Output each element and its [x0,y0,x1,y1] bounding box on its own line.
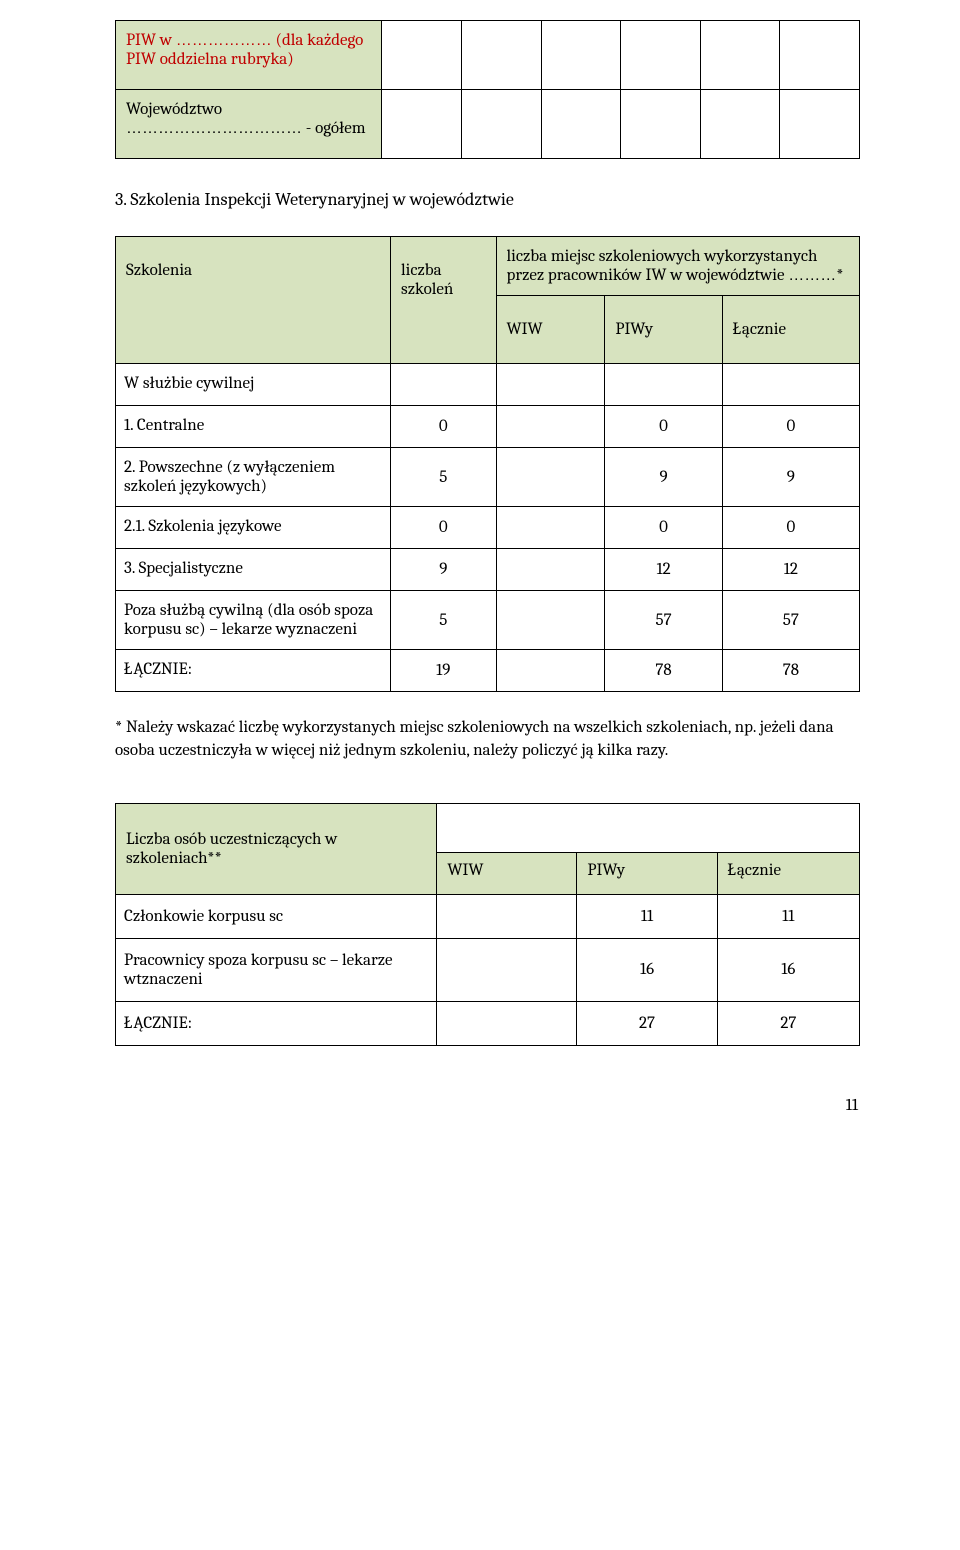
cell: 27 [577,1001,717,1045]
row-label: 2. Powszechne (z wyłączeniem szkoleń jęz… [116,448,391,507]
cell: 9 [605,448,722,507]
cell: 11 [577,894,717,938]
cell: 16 [577,938,717,1001]
subheader-lacznie: Łącznie [717,852,859,894]
empty-cell [462,21,542,90]
empty-cell [700,21,780,90]
subheader-piwy: PIWy [605,296,722,364]
section-3-heading: 3. Szkolenia Inspekcji Weterynaryjnej w … [115,189,860,210]
table-row: 2. Powszechne (z wyłączeniem szkoleń jęz… [116,448,860,507]
piw-header-table: PIW w ……………… (dla każdego PIW oddzielna … [115,20,860,159]
subheader-piwy: PIWy [577,852,717,894]
table-row: Poza służbą cywilną (dla osób spoza korp… [116,591,860,650]
table-row: Województwo …………………………… - ogółem [116,90,860,159]
cell [496,591,605,650]
wojewodztwo-line1: Województwo [126,100,371,119]
subheader-wiw: WIW [437,852,577,894]
cell [437,938,577,1001]
header-szkolenia: Szkolenia [116,237,391,364]
table-header-row: Szkolenia liczba szkoleń liczba miejsc s… [116,237,860,296]
cell [605,364,722,406]
uczestnicy-table: Liczba osób uczestniczących w szkoleniac… [115,803,860,1046]
row-label: ŁĄCZNIE: [116,1001,437,1045]
cell: 57 [722,591,859,650]
row-label: Pracownicy spoza korpusu sc – lekarze wt… [116,938,437,1001]
cell: 12 [722,549,859,591]
footnote-1: * Należy wskazać liczbę wykorzystanych m… [115,717,860,763]
table-row: Pracownicy spoza korpusu sc – lekarze wt… [116,938,860,1001]
cell: 5 [391,448,496,507]
cell [496,448,605,507]
row-label: 1. Centralne [116,406,391,448]
row-label: Członkowie korpusu sc [116,894,437,938]
cell: 12 [605,549,722,591]
subheader-lacznie: Łącznie [722,296,859,364]
header-liczba-miejsc: liczba miejsc szkoleniowych wykorzystany… [496,237,859,296]
empty-cell [621,90,701,159]
cell [496,507,605,549]
table-row-sum: ŁĄCZNIE: 27 27 [116,1001,860,1045]
row-label: 3. Specjalistyczne [116,549,391,591]
table-row: Członkowie korpusu sc 11 11 [116,894,860,938]
cell: 16 [717,938,859,1001]
cell: 9 [391,549,496,591]
cell [496,650,605,692]
cell [437,894,577,938]
empty-cell [462,90,542,159]
empty-cell [780,90,860,159]
row-label: W służbie cywilnej [116,364,391,406]
empty-header-span [437,803,860,852]
wojewodztwo-line2: …………………………… - ogółem [126,119,371,138]
szkolenia-table: Szkolenia liczba szkoleń liczba miejsc s… [115,236,860,692]
cell: 0 [391,406,496,448]
cell: 78 [722,650,859,692]
table-row: 1. Centralne 0 0 0 [116,406,860,448]
cell: 57 [605,591,722,650]
table-row: 2.1. Szkolenia językowe 0 0 0 [116,507,860,549]
cell [496,549,605,591]
row-label: Poza służbą cywilną (dla osób spoza korp… [116,591,391,650]
empty-cell [382,21,462,90]
cell: 78 [605,650,722,692]
empty-cell [541,21,621,90]
cell: 0 [722,406,859,448]
cell: 11 [717,894,859,938]
header-liczba-osob: Liczba osób uczestniczących w szkoleniac… [116,803,437,894]
row-label: ŁĄCZNIE: [116,650,391,692]
cell: 27 [717,1001,859,1045]
cell [437,1001,577,1045]
cell [391,364,496,406]
page: PIW w ……………… (dla każdego PIW oddzielna … [0,0,960,1155]
empty-cell [541,90,621,159]
header-liczba-szkolen: liczba szkoleń [391,237,496,364]
empty-cell [780,21,860,90]
subheader-wiw: WIW [496,296,605,364]
row-label: 2.1. Szkolenia językowe [116,507,391,549]
piw-label-cell: PIW w ……………… (dla każdego PIW oddzielna … [116,21,382,90]
page-number: 11 [115,1096,860,1115]
cell: 0 [391,507,496,549]
empty-cell [700,90,780,159]
cell: 0 [722,507,859,549]
cell: 9 [722,448,859,507]
cell [496,364,605,406]
table-header-row: Liczba osób uczestniczących w szkoleniac… [116,803,860,852]
table-row: W służbie cywilnej [116,364,860,406]
header-text: liczba miejsc szkoleniowych wykorzystany… [507,247,818,285]
table-row: PIW w ……………… (dla każdego PIW oddzielna … [116,21,860,90]
wojewodztwo-label-cell: Województwo …………………………… - ogółem [116,90,382,159]
header-star: * [836,266,843,285]
cell: 19 [391,650,496,692]
cell [722,364,859,406]
header-dots: ……… [788,267,836,284]
cell: 0 [605,406,722,448]
cell: 5 [391,591,496,650]
cell: 0 [605,507,722,549]
table-row-sum: ŁĄCZNIE: 19 78 78 [116,650,860,692]
empty-cell [621,21,701,90]
piw-red-text: PIW w ……………… (dla każdego PIW oddzielna … [126,31,363,69]
empty-cell [382,90,462,159]
table-row: 3. Specjalistyczne 9 12 12 [116,549,860,591]
cell [496,406,605,448]
